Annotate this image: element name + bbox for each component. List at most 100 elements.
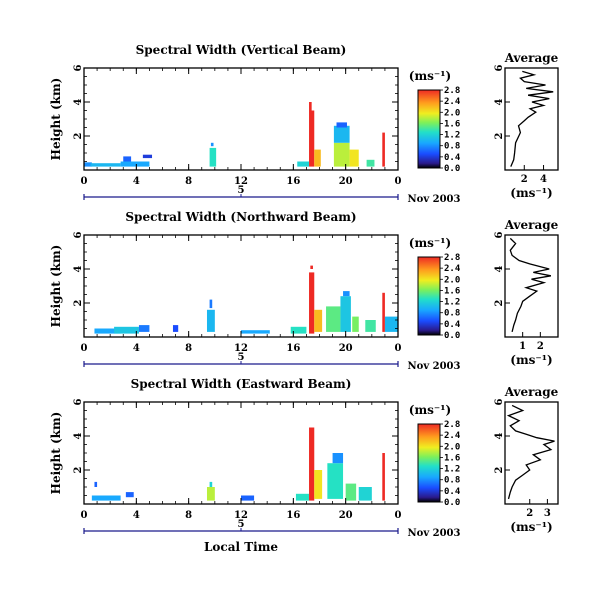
panel-3-day-label: 5 — [238, 519, 245, 530]
panel-2-x-tick-label: 12 — [234, 343, 248, 354]
panel-1-y-tick-label: 2 — [73, 132, 84, 139]
panel-2-data-cell — [382, 292, 385, 332]
panel-1-data-cell — [142, 154, 153, 159]
panel-1-data-cell — [314, 149, 321, 167]
panel-3-avg-y-tick-label: 2 — [494, 466, 505, 473]
panel-1-y-tick-label: 4 — [73, 98, 84, 105]
panel-3-colorbar-label: 2.4 — [444, 431, 461, 441]
panel-1-title: Spectral Width (Vertical Beam) — [136, 43, 347, 57]
panel-1-x-tick-label: 12 — [234, 176, 248, 187]
panel-3-x-tick-label: 4 — [133, 510, 140, 521]
panel-2-data-cell — [290, 326, 307, 334]
panel-3-data-cell — [327, 463, 344, 499]
panel-1-colorbar-label: 0.4 — [444, 153, 461, 163]
panel-3-colorbar-label: 1.6 — [444, 453, 460, 463]
panel-1-colorbar-unit: (ms⁻¹) — [409, 69, 451, 83]
panel-3-y-tick-label: 4 — [73, 432, 84, 439]
panel-3-data-cell — [206, 487, 215, 501]
panel-2-colorbar-label: 0.0 — [444, 331, 460, 341]
panel-2-data-cell — [172, 325, 179, 332]
panel-2-x-tick-label: 0 — [395, 343, 402, 354]
panel-2-avg-profile-line — [509, 237, 552, 333]
panel-2-data-cell — [352, 316, 359, 332]
panel-1-data-cell — [366, 159, 375, 167]
panel-2-avg-y-tick-label: 4 — [494, 265, 505, 272]
panel-3-x-tick-label: 16 — [286, 510, 300, 521]
panel-2-avg-y-tick-label: 2 — [494, 299, 505, 306]
panel-3-data-cell — [345, 483, 357, 501]
panel-2-avg-x-tick-label: 2 — [537, 341, 544, 352]
panel-1-x-tick-label: 8 — [185, 176, 192, 187]
panel-1-day-label: 5 — [238, 185, 245, 196]
panel-2-title: Spectral Width (Northward Beam) — [125, 210, 356, 224]
panel-2-x-tick-label: 8 — [185, 343, 192, 354]
panel-2-data-cell — [209, 299, 213, 309]
panel-3-avg-frame — [504, 401, 559, 505]
panel-1-data-cell — [333, 125, 350, 143]
panel-1-data-cell — [309, 110, 315, 167]
panel-1-data-cell — [336, 122, 347, 128]
panel-2-colorbar-label: 2.8 — [444, 253, 460, 263]
panel-1-avg-x-tick-label: 4 — [540, 174, 547, 185]
panel-1-avg-x-axis-label: (ms⁻¹) — [510, 186, 552, 200]
panel-3-colorbar-label: 1.2 — [444, 465, 460, 475]
panel-2-y-tick-label: 2 — [73, 299, 84, 306]
panel-3-colorbar-label: 0.0 — [444, 498, 460, 508]
panel-1-colorbar-label: 1.2 — [444, 131, 460, 141]
panel-3-y-axis-label: Height (km) — [49, 412, 63, 495]
panel-1-data-cell — [349, 149, 359, 167]
panel-2-data-cell — [340, 296, 351, 332]
panel-2-data-cell — [138, 325, 150, 332]
panel-1-data-cell — [120, 161, 150, 167]
panel-2-x-tick-label: 4 — [133, 343, 140, 354]
panel-1-x-tick-label: 0 — [81, 176, 88, 187]
panel-2-y-tick-label: 4 — [73, 265, 84, 272]
panel-1-data-cell — [90, 163, 121, 167]
panel-3-y-tick-label: 2 — [73, 466, 84, 473]
panel-1-data-cell — [123, 156, 132, 162]
panel-2-colorbar-label: 0.8 — [444, 309, 460, 319]
panel-2-data-cell — [384, 316, 398, 332]
panel-3-avg-profile-line — [506, 404, 555, 500]
panel-1-data-cell — [382, 132, 385, 167]
panel-1-avg-x-tick-label: 2 — [521, 174, 528, 185]
panel-3-data-cell — [309, 427, 315, 501]
panel-1-colorbar-label: 0.0 — [444, 164, 460, 174]
panel-2-colorbar — [417, 256, 441, 336]
panel-2-colorbar-unit: (ms⁻¹) — [409, 236, 451, 250]
panel-1-date-label: Nov 2003 — [408, 194, 461, 205]
panel-3-x-tick-label: 20 — [339, 510, 353, 521]
panel-3-avg-y-tick-label: 6 — [494, 398, 505, 405]
panel-3-colorbar-unit: (ms⁻¹) — [409, 403, 451, 417]
panel-2-x-tick-label: 16 — [286, 343, 300, 354]
panel-1-colorbar-label: 1.6 — [444, 119, 460, 129]
panel-1-data-cell — [309, 102, 312, 111]
panel-2-colorbar-label: 1.6 — [444, 286, 460, 296]
panel-1-x-tick-label: 0 — [395, 176, 402, 187]
panel-3-data-cell — [241, 495, 255, 501]
panel-2-x-tick-label: 20 — [339, 343, 353, 354]
panel-2-y-axis-label: Height (km) — [49, 245, 63, 328]
panel-2-day-label: 5 — [238, 352, 245, 363]
panel-3-x-tick-label: 0 — [395, 510, 402, 521]
panel-3-colorbar-label: 2.0 — [444, 442, 460, 452]
panel-2-data-cell — [241, 330, 270, 334]
panel-2-y-tick-label: 6 — [73, 231, 84, 238]
panel-1-avg-frame — [504, 67, 559, 171]
panel-1-colorbar-label: 0.8 — [444, 142, 460, 152]
panel-1-x-tick-label: 16 — [286, 176, 300, 187]
panel-3-x-tick-label: 0 — [81, 510, 88, 521]
panel-3-avg-title: Average — [504, 385, 559, 399]
panel-2-avg-x-axis-label: (ms⁻¹) — [510, 353, 552, 367]
panel-1-data-cell — [209, 147, 217, 167]
panel-3-data-cell — [332, 453, 344, 464]
panel-2-data-cell — [206, 309, 215, 332]
panel-3-avg-y-tick-label: 4 — [494, 432, 505, 439]
panel-3-colorbar — [417, 423, 441, 503]
panel-3-data-cell — [314, 470, 323, 499]
panel-3-data-cell — [358, 487, 372, 501]
panel-3-colorbar-label: 2.8 — [444, 420, 460, 430]
panel-1-y-tick-label: 6 — [73, 64, 84, 71]
panel-2-data-cell — [114, 326, 139, 334]
panel-3-colorbar-label: 0.8 — [444, 476, 460, 486]
